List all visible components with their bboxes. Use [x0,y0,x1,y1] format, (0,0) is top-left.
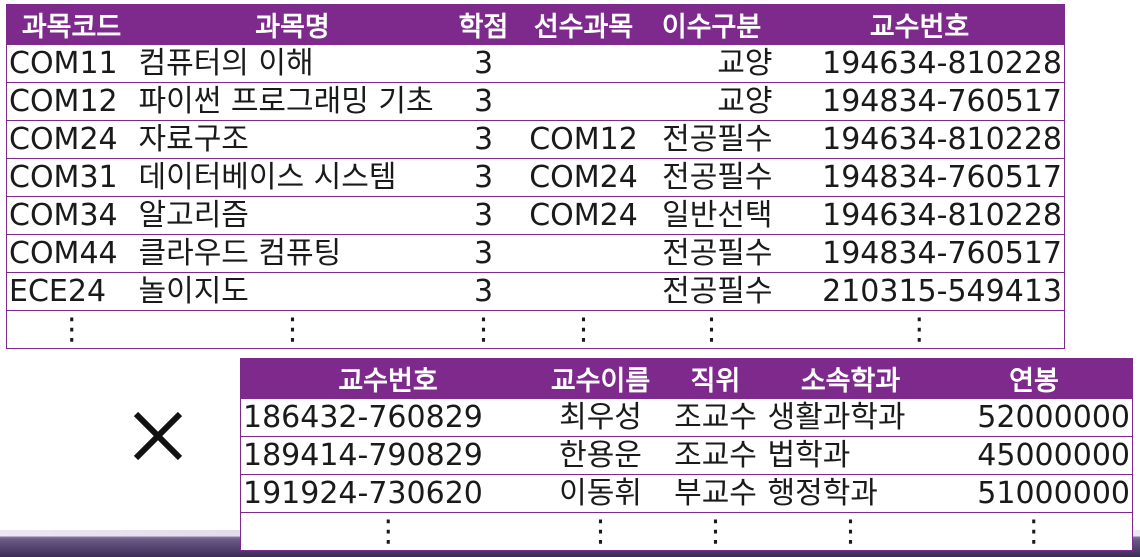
ellipsis-cell: ⋮ [240,512,536,551]
course-table: 과목코드 과목명 학점 선수과목 이수구분 교수번호 COM11 컴퓨터의 이해… [6,4,1065,349]
cell-professor-id: 194634-810228 [774,44,1065,83]
cell-course-code: COM31 [6,158,137,197]
cell-professor-id: 194834-760517 [774,234,1065,273]
cell-professor-name: 이동휘 [535,474,666,513]
cell-position: 조교수 [665,436,766,475]
cell-prerequisite [518,272,649,311]
cell-category: 일반선택 [648,196,775,235]
cell-professor-id: 194834-760517 [774,158,1065,197]
ellipsis-cell: ⋮ [6,310,137,349]
cell-credits: 3 [448,196,519,235]
cell-salary: 45000000 [935,436,1133,475]
cell-professor-id: 194634-810228 [774,120,1065,159]
ellipsis-cell: ⋮ [136,310,449,349]
header-department: 소속학과 [765,358,936,399]
cell-category: 전공필수 [648,272,775,311]
table-row: 186432-760829 최우성 조교수 생활과학과 52000000 [240,398,1133,437]
cell-category: 전공필수 [648,120,775,159]
table-row: 189414-790829 한용운 조교수 법학과 45000000 [240,436,1133,475]
cell-course-code: COM11 [6,44,137,83]
table-row: COM44 클라우드 컴퓨팅 3 전공필수 194834-760517 [6,234,1065,273]
header-prerequisite: 선수과목 [518,4,649,45]
table-row: COM31 데이터베이스 시스템 3 COM24 전공필수 194834-760… [6,158,1065,197]
cell-professor-id: 194634-810228 [774,196,1065,235]
table-row: COM34 알고리즘 3 COM24 일반선택 194634-810228 [6,196,1065,235]
ellipsis-cell: ⋮ [535,512,666,551]
ellipsis-cell: ⋮ [935,512,1133,551]
cell-salary: 51000000 [935,474,1133,513]
header-credits: 학점 [448,4,519,45]
cell-prerequisite: COM12 [518,120,649,159]
header-professor-name: 교수이름 [535,358,666,399]
cell-prerequisite [518,44,649,83]
header-professor-id: 교수번호 [774,4,1065,45]
ellipsis-cell: ⋮ [448,310,519,349]
ellipsis-cell: ⋮ [765,512,936,551]
header-category: 이수구분 [648,4,775,45]
header-salary: 연봉 [935,358,1133,399]
cell-prerequisite [518,82,649,121]
cell-credits: 3 [448,234,519,273]
cell-course-code: COM24 [6,120,137,159]
ellipsis-cell: ⋮ [665,512,766,551]
professor-table: 교수번호 교수이름 직위 소속학과 연봉 186432-760829 최우성 조… [240,358,1133,551]
professor-table-header-row: 교수번호 교수이름 직위 소속학과 연봉 [240,358,1133,399]
header-professor-id: 교수번호 [240,358,536,399]
cell-credits: 3 [448,158,519,197]
cell-credits: 3 [448,44,519,83]
ellipsis-cell: ⋮ [648,310,775,349]
cell-category: 전공필수 [648,234,775,273]
cross-product-icon: × [133,411,183,461]
cell-credits: 3 [448,120,519,159]
cell-professor-id: 189414-790829 [240,436,536,475]
table-row: 191924-730620 이동휘 부교수 행정학과 51000000 [240,474,1133,513]
cell-course-code: COM12 [6,82,137,121]
cell-department: 행정학과 [765,474,936,513]
cell-prerequisite: COM24 [518,158,649,197]
cell-professor-name: 한용운 [535,436,666,475]
cell-prerequisite [518,234,649,273]
ellipsis-cell: ⋮ [774,310,1065,349]
cell-category: 전공필수 [648,158,775,197]
cell-category: 교양 [648,82,775,121]
cell-course-code: COM34 [6,196,137,235]
header-course-code: 과목코드 [6,4,137,45]
cell-position: 조교수 [665,398,766,437]
cell-position: 부교수 [665,474,766,513]
cell-course-name: 컴퓨터의 이해 [136,44,449,83]
table-row-ellipsis: ⋮ ⋮ ⋮ ⋮ ⋮ [240,512,1133,551]
table-row: COM24 자료구조 3 COM12 전공필수 194634-810228 [6,120,1065,159]
cell-professor-id: 210315-549413 [774,272,1065,311]
cell-prerequisite: COM24 [518,196,649,235]
cell-salary: 52000000 [935,398,1133,437]
table-row: ECE24 놀이지도 3 전공필수 210315-549413 [6,272,1065,311]
cell-course-name: 데이터베이스 시스템 [136,158,449,197]
cell-professor-id: 186432-760829 [240,398,536,437]
table-row: COM12 파이썬 프로그래밍 기초 3 교양 194834-760517 [6,82,1065,121]
cell-course-name: 클라우드 컴퓨팅 [136,234,449,273]
cell-course-name: 알고리즘 [136,196,449,235]
table-row: COM11 컴퓨터의 이해 3 교양 194634-810228 [6,44,1065,83]
ellipsis-cell: ⋮ [518,310,649,349]
cell-course-code: ECE24 [6,272,137,311]
cell-professor-id: 194834-760517 [774,82,1065,121]
cell-credits: 3 [448,272,519,311]
cell-credits: 3 [448,82,519,121]
cell-course-name: 파이썬 프로그래밍 기초 [136,82,449,121]
cell-course-code: COM44 [6,234,137,273]
cell-professor-id: 191924-730620 [240,474,536,513]
cell-category: 교양 [648,44,775,83]
cell-course-name: 놀이지도 [136,272,449,311]
cell-department: 법학과 [765,436,936,475]
header-course-name: 과목명 [136,4,449,45]
cell-department: 생활과학과 [765,398,936,437]
table-row-ellipsis: ⋮ ⋮ ⋮ ⋮ ⋮ ⋮ [6,310,1065,349]
cell-course-name: 자료구조 [136,120,449,159]
course-table-header-row: 과목코드 과목명 학점 선수과목 이수구분 교수번호 [6,4,1065,45]
header-position: 직위 [665,358,766,399]
cell-professor-name: 최우성 [535,398,666,437]
